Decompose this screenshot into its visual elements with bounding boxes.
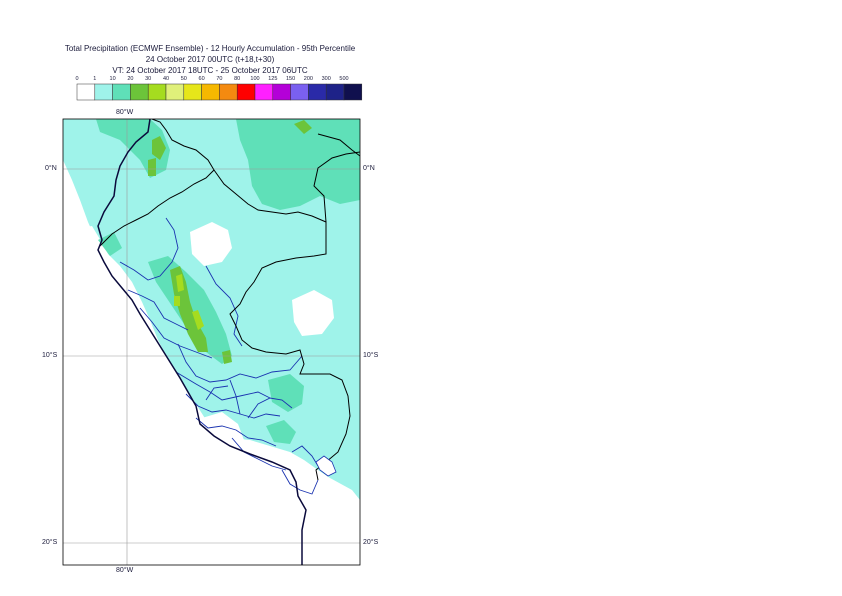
legend-tick-label: 80 bbox=[234, 76, 240, 82]
run-time-label: 24 October 2017 00UTC (t+18,t+30) bbox=[145, 55, 275, 64]
legend-tick-label: 20 bbox=[127, 76, 133, 82]
legend-tick-label: 100 bbox=[250, 76, 259, 82]
precip-area-very-heavy bbox=[192, 310, 204, 330]
legend-tick-label: 10 bbox=[110, 76, 116, 82]
precip-area-very-heavy bbox=[176, 274, 184, 292]
legend-tick-label: 60 bbox=[199, 76, 205, 82]
lat-label-20s-left: 20°S bbox=[42, 539, 58, 546]
legend-tick-label: 150 bbox=[286, 76, 295, 82]
precip-gap bbox=[292, 290, 334, 336]
lat-label-0n-left: 0°N bbox=[45, 165, 57, 172]
precip-area-medium bbox=[236, 119, 360, 210]
legend-tick-label: 300 bbox=[322, 76, 331, 82]
lat-label-0n-right: 0°N bbox=[363, 165, 375, 172]
precip-area-heavy bbox=[152, 136, 166, 160]
graticule bbox=[63, 119, 360, 565]
legend-tick-label: 70 bbox=[216, 76, 222, 82]
country-borders bbox=[99, 119, 360, 481]
precip-area-medium bbox=[268, 374, 304, 412]
lat-label-10s-right: 10°S bbox=[363, 352, 379, 359]
precip-gap bbox=[310, 480, 360, 565]
legend-swatch bbox=[343, 83, 363, 101]
precip-area-very-heavy bbox=[174, 296, 180, 306]
lon-label-bottom: 80°W bbox=[116, 567, 134, 574]
valid-time-label: VT: 24 October 2017 18UTC - 25 October 2… bbox=[112, 66, 308, 75]
lon-label-top: 80°W bbox=[116, 109, 134, 116]
lake-titicaca bbox=[315, 455, 337, 477]
precip-area-heavy bbox=[294, 120, 312, 134]
precip-area-medium bbox=[98, 232, 122, 256]
legend-tick-label: 1 bbox=[93, 76, 96, 82]
legend-tick-label: 200 bbox=[304, 76, 313, 82]
legend-tick-label: 125 bbox=[268, 76, 277, 82]
precip-area-heavy bbox=[148, 158, 156, 176]
legend-tick-label: 40 bbox=[163, 76, 169, 82]
precip-area-medium bbox=[266, 420, 296, 444]
precip-area-heavy bbox=[222, 350, 232, 364]
region-borders bbox=[119, 217, 319, 495]
legend-tick-label: 50 bbox=[181, 76, 187, 82]
map-frame bbox=[62, 118, 361, 566]
precip-gap bbox=[190, 222, 232, 266]
lat-label-20s-right: 20°S bbox=[363, 539, 379, 546]
coastline bbox=[97, 119, 307, 565]
legend-tick-label: 500 bbox=[339, 76, 348, 82]
map-title: Total Precipitation (ECMWF Ensemble) - 1… bbox=[64, 44, 356, 53]
legend-tick-label: 0 bbox=[75, 76, 78, 82]
lat-label-10s-left: 10°S bbox=[42, 352, 58, 359]
legend-tick-label: 30 bbox=[145, 76, 151, 82]
precip-gap bbox=[63, 226, 304, 565]
